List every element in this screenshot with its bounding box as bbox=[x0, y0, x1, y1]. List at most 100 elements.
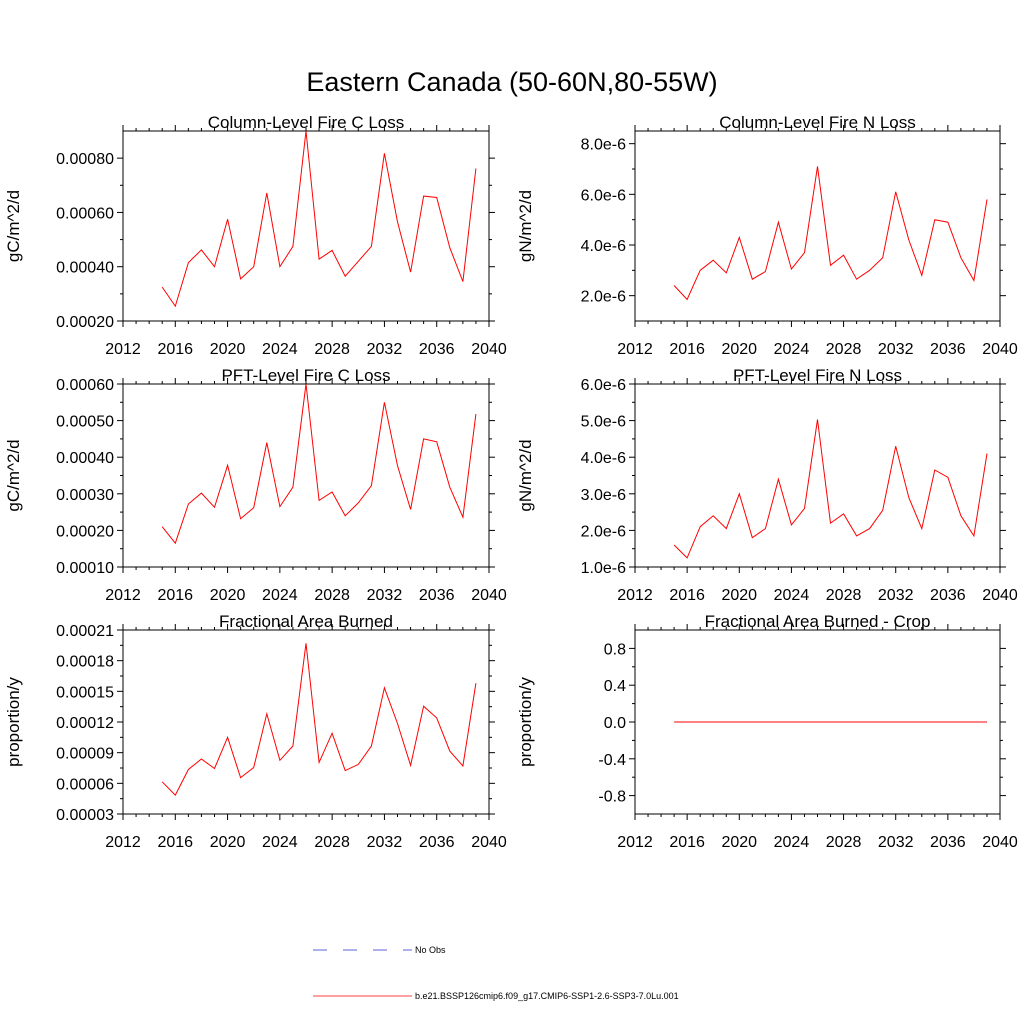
y-tick-label: -0.4 bbox=[598, 752, 626, 769]
data-point bbox=[855, 535, 857, 537]
data-point bbox=[161, 781, 163, 783]
data-point bbox=[725, 527, 727, 529]
y-tick-label: 0.00012 bbox=[56, 715, 114, 732]
data-point bbox=[751, 537, 753, 539]
data-point bbox=[960, 256, 962, 258]
y-tick-label: 0.00021 bbox=[56, 623, 114, 640]
data-point bbox=[305, 642, 307, 644]
x-tick-label: 2036 bbox=[930, 834, 966, 851]
y-tick-label: 0.00060 bbox=[56, 377, 114, 394]
data-point bbox=[213, 767, 215, 769]
x-tick-label: 2012 bbox=[105, 341, 141, 358]
series-line bbox=[673, 166, 988, 301]
plot-frame bbox=[122, 629, 490, 815]
data-point bbox=[816, 721, 818, 723]
data-point bbox=[986, 452, 988, 454]
series-line bbox=[161, 130, 477, 308]
x-tick-label: 2012 bbox=[617, 834, 653, 851]
data-point bbox=[331, 491, 333, 493]
data-point bbox=[422, 195, 424, 197]
x-tick-label: 2020 bbox=[210, 587, 246, 604]
chart-panel-5: 2012 2016 2020 2024 2028 2032 2036 2040 0.00003 0… bbox=[4, 612, 507, 851]
data-point bbox=[738, 721, 740, 723]
legend-entry: b.e21.BSSP126cmip6.f09_g17.CMIP6-SSP1-2.… bbox=[313, 991, 679, 1001]
x-tick-label: 2012 bbox=[617, 341, 653, 358]
data-point bbox=[279, 759, 281, 761]
data-point bbox=[357, 260, 359, 262]
data-point bbox=[331, 249, 333, 251]
data-point bbox=[960, 721, 962, 723]
y-tick-label: 0.4 bbox=[604, 678, 626, 695]
data-point bbox=[686, 298, 688, 300]
data-point bbox=[777, 221, 779, 223]
data-point bbox=[895, 721, 897, 723]
data-point bbox=[947, 721, 949, 723]
y-axis-label: gC/m^2/d bbox=[4, 439, 23, 511]
data-point bbox=[725, 721, 727, 723]
x-tick-label: 2028 bbox=[826, 834, 862, 851]
y-tick-label: 4.0e-6 bbox=[581, 450, 626, 467]
x-tick-label: 2036 bbox=[419, 834, 455, 851]
data-point bbox=[868, 721, 870, 723]
y-tick-label: 0.00020 bbox=[56, 523, 114, 540]
plot-frame bbox=[122, 130, 490, 322]
data-point bbox=[449, 750, 451, 752]
data-point bbox=[226, 218, 228, 220]
data-point bbox=[409, 271, 411, 273]
series-line bbox=[161, 383, 477, 545]
y-tick-label: 3.0e-6 bbox=[581, 487, 626, 504]
data-point bbox=[449, 486, 451, 488]
x-tick-label: 2024 bbox=[774, 587, 810, 604]
y-tick-label: 2.0e-6 bbox=[581, 289, 626, 306]
chart-panel-4: 2012 2016 2020 2024 2028 2032 2036 2040 1.0e-6 2.… bbox=[516, 366, 1018, 604]
data-point bbox=[803, 251, 805, 253]
x-tick-label: 2028 bbox=[826, 341, 862, 358]
data-point bbox=[344, 275, 346, 277]
x-tick-label: 2020 bbox=[721, 341, 757, 358]
data-point bbox=[475, 413, 477, 415]
data-point bbox=[842, 254, 844, 256]
x-tick-label: 2028 bbox=[314, 834, 350, 851]
x-tick-label: 2036 bbox=[930, 587, 966, 604]
data-point bbox=[174, 794, 176, 796]
data-point bbox=[738, 493, 740, 495]
data-point bbox=[790, 721, 792, 723]
data-point bbox=[200, 492, 202, 494]
data-point bbox=[816, 165, 818, 167]
y-tick-label: 2.0e-6 bbox=[581, 523, 626, 540]
x-tick-label: 2016 bbox=[157, 341, 193, 358]
x-tick-label: 2032 bbox=[367, 587, 403, 604]
data-point bbox=[908, 721, 910, 723]
data-point bbox=[422, 705, 424, 707]
data-point bbox=[266, 192, 268, 194]
data-point bbox=[200, 758, 202, 760]
y-tick-label: -0.8 bbox=[598, 789, 626, 806]
data-point bbox=[686, 721, 688, 723]
data-point bbox=[712, 721, 714, 723]
data-point bbox=[790, 268, 792, 270]
data-point bbox=[187, 768, 189, 770]
x-tick-label: 2032 bbox=[878, 834, 914, 851]
x-tick-label: 2016 bbox=[669, 834, 705, 851]
x-tick-label: 2036 bbox=[930, 341, 966, 358]
y-tick-label: 0.00009 bbox=[56, 746, 114, 763]
data-point bbox=[777, 478, 779, 480]
data-point bbox=[699, 269, 701, 271]
data-point bbox=[475, 167, 477, 169]
legend: No Obs b.e21.BSSP126cmip6.f09_g17.CMIP6-S… bbox=[313, 945, 679, 1001]
y-tick-label: 0.00006 bbox=[56, 776, 114, 793]
data-point bbox=[764, 270, 766, 272]
data-point bbox=[934, 721, 936, 723]
x-tick-label: 2020 bbox=[210, 341, 246, 358]
y-tick-label: 0.00080 bbox=[56, 151, 114, 168]
x-tick-label: 2040 bbox=[471, 834, 507, 851]
data-point bbox=[318, 499, 320, 501]
data-point bbox=[764, 721, 766, 723]
data-point bbox=[673, 284, 675, 286]
data-point bbox=[396, 221, 398, 223]
y-tick-label: 0.00003 bbox=[56, 807, 114, 824]
series-line bbox=[673, 419, 988, 559]
y-tick-label: 0.00060 bbox=[56, 205, 114, 222]
data-point bbox=[239, 517, 241, 519]
data-point bbox=[712, 515, 714, 517]
